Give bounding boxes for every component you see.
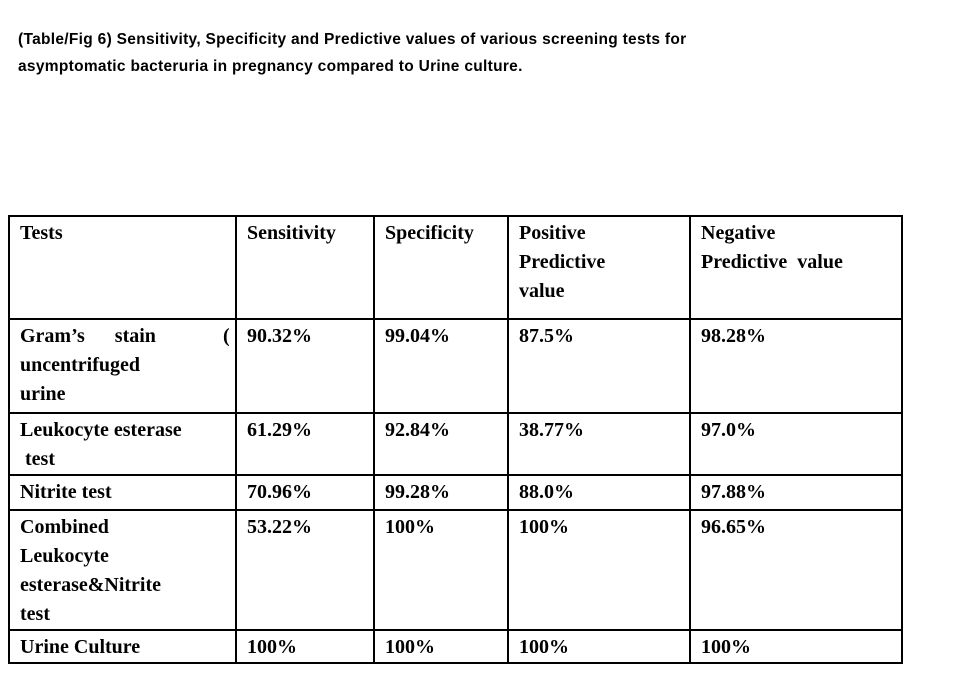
table-row-urine-culture: Urine Culture 100% 100% 100% 100% [8,629,903,664]
cell-npv: 97.0% [689,412,903,476]
cell-specificity: 100% [373,509,509,631]
table-row-nitrite: Nitrite test 70.96% 99.28% 88.0% 97.88% [8,474,903,511]
header-specificity: Specificity [373,215,509,320]
table-row-combined: Combined Leukocyte esterase&Nitrite test… [8,509,903,631]
cell-test-name: Nitrite test [8,474,237,511]
cell-specificity: 99.28% [373,474,509,511]
cell-test-name: Gram’s stain uncentrifuged urine [8,318,237,414]
cell-sensitivity: 61.29% [235,412,375,476]
cell-ppv: 87.5% [507,318,691,414]
cell-npv: 100% [689,629,903,664]
cell-sensitivity: 100% [235,629,375,664]
screening-tests-table: Tests Sensitivity Specificity Positive P… [8,215,903,664]
cell-ppv: 100% [507,509,691,631]
cell-specificity: 92.84% [373,412,509,476]
cell-sensitivity: 90.32% [235,318,375,414]
header-positive-predictive-value: Positive Predictive value [507,215,691,320]
cell-npv: 96.65% [689,509,903,631]
cell-specificity: 99.04% [373,318,509,414]
header-tests: Tests [8,215,237,320]
table-caption: (Table/Fig 6) Sensitivity, Specificity a… [18,26,838,80]
cell-npv: 98.28% [689,318,903,414]
cell-test-name: Leukocyte esterase test [8,412,237,476]
cell-test-name: Urine Culture [8,629,237,664]
cell-specificity: 100% [373,629,509,664]
cell-npv: 97.88% [689,474,903,511]
header-sensitivity: Sensitivity [235,215,375,320]
cell-ppv: 100% [507,629,691,664]
cell-ppv: 38.77% [507,412,691,476]
cell-ppv: 88.0% [507,474,691,511]
table-row-grams-stain: Gram’s stain uncentrifuged urine 90.32% … [8,318,903,414]
caption-line-2: asymptomatic bacteruria in pregnancy com… [18,58,523,75]
header-negative-predictive-value: Negative Predictive value [689,215,903,320]
cell-test-name: Combined Leukocyte esterase&Nitrite test [8,509,237,631]
cell-sensitivity: 70.96% [235,474,375,511]
table-row-leukocyte-esterase: Leukocyte esterase test 61.29% 92.84% 38… [8,412,903,476]
header-row: Tests Sensitivity Specificity Positive P… [8,215,903,320]
cell-sensitivity: 53.22% [235,509,375,631]
caption-line-1: (Table/Fig 6) Sensitivity, Specificity a… [18,31,687,48]
